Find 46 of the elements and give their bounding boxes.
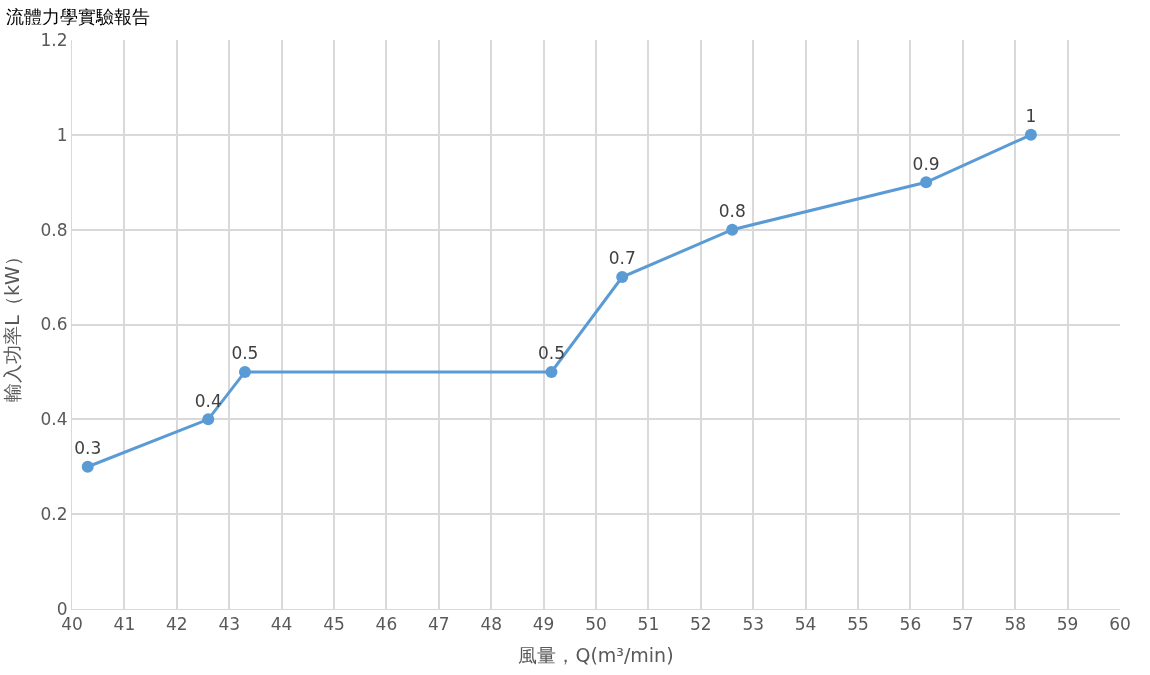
x-tick-label: 55 bbox=[847, 614, 869, 635]
x-tick-label: 41 bbox=[113, 614, 136, 635]
y-tick-label: 0.6 bbox=[40, 314, 68, 335]
x-tick-label: 60 bbox=[1109, 614, 1131, 635]
data-label: 1 bbox=[1025, 106, 1037, 127]
x-tick-label: 52 bbox=[689, 614, 712, 635]
x-tick-label: 49 bbox=[532, 614, 555, 635]
x-tick-label: 46 bbox=[375, 614, 398, 635]
point bbox=[1024, 128, 1037, 141]
x-tick-label: 57 bbox=[951, 614, 974, 635]
x-tick-label: 51 bbox=[637, 614, 660, 635]
data-label: 0.5 bbox=[537, 343, 565, 364]
point bbox=[920, 176, 933, 189]
x-tick-label: 45 bbox=[323, 614, 345, 635]
x-tick-label: 48 bbox=[480, 614, 503, 635]
data-label: 0.7 bbox=[608, 248, 636, 269]
x-axis-title: 風量，Q(m³/min) bbox=[518, 644, 674, 667]
y-tick-label: 0.8 bbox=[40, 219, 68, 240]
point bbox=[81, 460, 94, 473]
data-label: 0.5 bbox=[231, 343, 259, 364]
y-tick-label: 0.2 bbox=[40, 504, 68, 525]
x-tick-label: 53 bbox=[742, 614, 765, 635]
x-tick-label: 42 bbox=[165, 614, 188, 635]
data-label: 0.9 bbox=[912, 153, 940, 174]
y-tick-label: 1 bbox=[56, 124, 68, 145]
x-tick-label: 50 bbox=[585, 614, 607, 635]
point bbox=[726, 223, 739, 236]
x-tick-label: 58 bbox=[1004, 614, 1027, 635]
point bbox=[202, 413, 215, 426]
chart-title: 流體力學實驗報告 bbox=[5, 5, 150, 27]
x-tick-label: 59 bbox=[1056, 614, 1079, 635]
data-label: 0.4 bbox=[194, 390, 222, 411]
data-label: 0.8 bbox=[718, 200, 746, 221]
x-tick-label: 56 bbox=[899, 614, 922, 635]
y-axis-title: 輸入功率L（kW） bbox=[1, 247, 24, 402]
x-tick-label: 47 bbox=[427, 614, 450, 635]
x-tick-label: 54 bbox=[794, 614, 817, 635]
point bbox=[238, 365, 251, 378]
x-tick-label: 40 bbox=[61, 614, 83, 635]
y-tick-label: 0.4 bbox=[40, 409, 68, 430]
y-tick-label: 1.2 bbox=[40, 29, 68, 50]
point bbox=[545, 365, 558, 378]
point bbox=[616, 271, 629, 284]
x-tick-label: 43 bbox=[218, 614, 241, 635]
data-label: 0.3 bbox=[74, 438, 102, 458]
x-tick-label: 44 bbox=[270, 614, 293, 635]
